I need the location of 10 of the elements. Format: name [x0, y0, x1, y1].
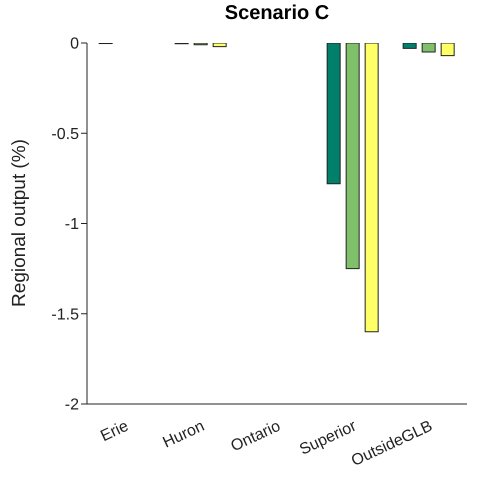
x-tick-label: Ontario — [228, 418, 284, 456]
x-tick-label: Huron — [160, 418, 208, 452]
y-tick-label: 0 — [70, 36, 80, 53]
chart-title: Scenario C — [224, 2, 330, 25]
x-tick-label: Erie — [98, 418, 132, 446]
y-tick-label: -2 — [64, 396, 80, 414]
y-tick-label: -0.5 — [51, 126, 80, 143]
y-tick-label: -1.5 — [51, 306, 80, 324]
y-axis-title: Regional output (%) — [9, 139, 31, 307]
y-tick-label: -1 — [64, 216, 80, 234]
